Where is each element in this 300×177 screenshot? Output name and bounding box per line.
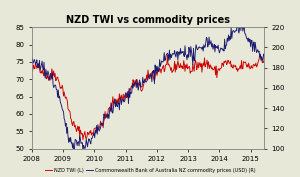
- Commonwealth Bank of Australia NZ commodity prices (USD) (R): [238, 17, 242, 19]
- Commonwealth Bank of Australia NZ commodity prices (USD) (R): [238, 27, 242, 29]
- Commonwealth Bank of Australia NZ commodity prices (USD) (R): [157, 71, 160, 73]
- Commonwealth Bank of Australia NZ commodity prices (USD) (R): [81, 150, 85, 152]
- NZD TWI (L): [81, 139, 85, 141]
- NZD TWI (L): [157, 68, 160, 70]
- Line: NZD TWI (L): NZD TWI (L): [32, 34, 300, 140]
- Title: NZD TWI vs commodity prices: NZD TWI vs commodity prices: [66, 15, 230, 25]
- Legend: NZD TWI (L), Commonwealth Bank of Australia NZ commodity prices (USD) (R): NZD TWI (L), Commonwealth Bank of Austra…: [43, 166, 257, 175]
- Commonwealth Bank of Australia NZ commodity prices (USD) (R): [30, 63, 33, 65]
- NZD TWI (L): [238, 67, 242, 69]
- NZD TWI (L): [30, 70, 33, 72]
- Line: Commonwealth Bank of Australia NZ commodity prices (USD) (R): Commonwealth Bank of Australia NZ commod…: [32, 18, 300, 151]
